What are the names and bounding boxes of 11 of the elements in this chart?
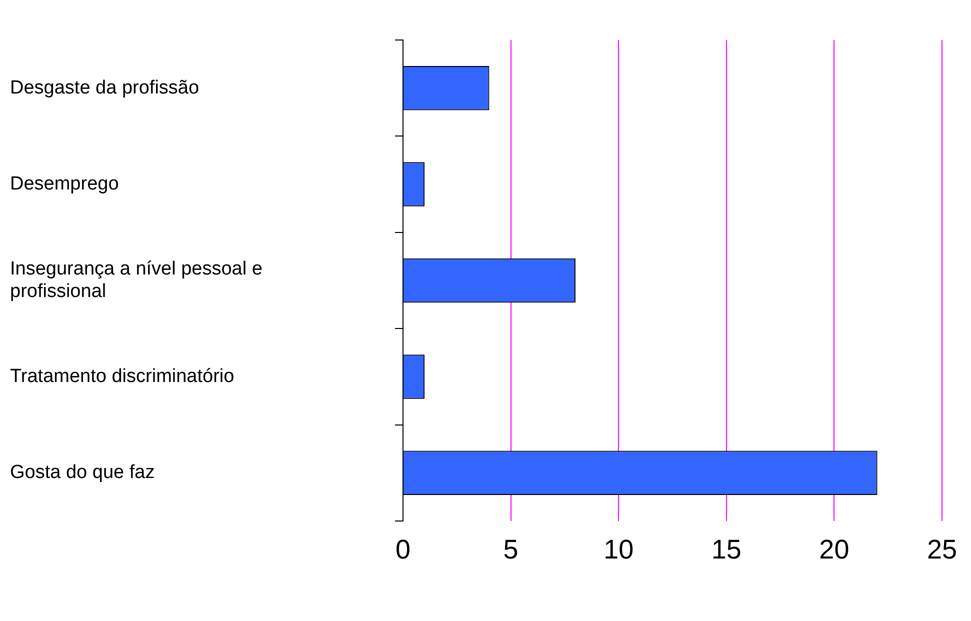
y-tick-label: Insegurança a nível pessoal e profissional xyxy=(10,258,262,302)
y-tick-label: Desemprego xyxy=(10,174,119,195)
x-tick-label: 25 xyxy=(926,534,958,565)
x-tick-label: 15 xyxy=(711,534,742,565)
x-tick-label: 5 xyxy=(503,534,518,565)
x-tick-label: 0 xyxy=(395,534,411,565)
x-tick-label: 10 xyxy=(604,534,634,565)
y-tick-label: Gosta do que faz xyxy=(10,462,155,484)
x-tick-label: 20 xyxy=(819,534,850,565)
y-tick-label: Desgaste da profissão xyxy=(10,77,200,98)
y-tick-label: Tratamento discriminatório xyxy=(10,366,234,387)
